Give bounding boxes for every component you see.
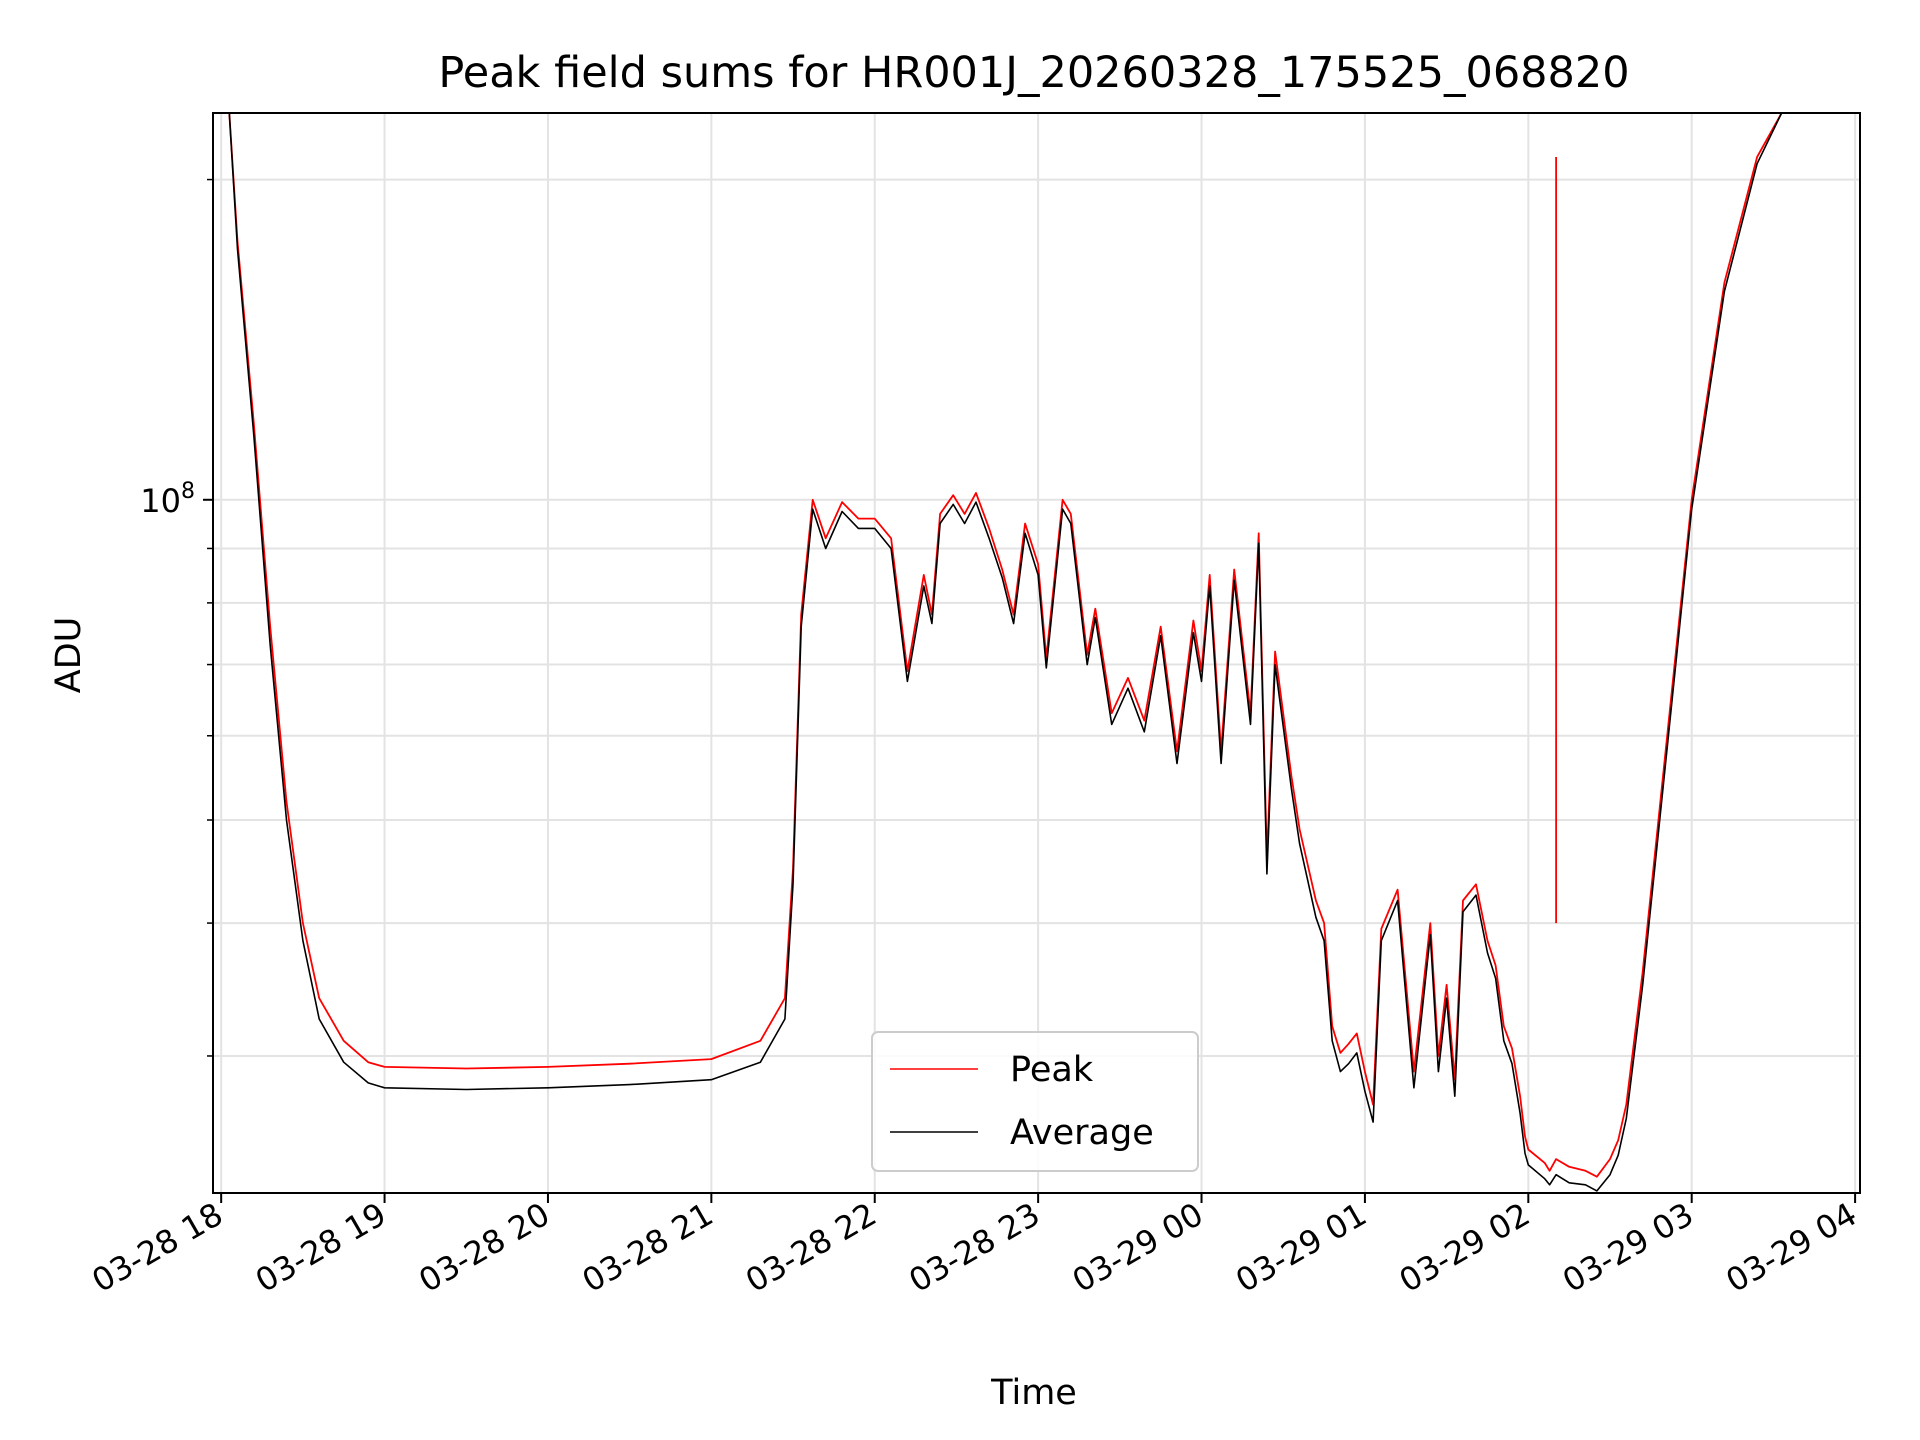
- plot-area: [213, 113, 1860, 1193]
- chart-title: Peak field sums for HR001J_20260328_1755…: [438, 48, 1629, 98]
- x-axis-label: Time: [990, 1373, 1077, 1413]
- legend-box: [871, 1031, 1199, 1172]
- legend-label-average: Average: [1010, 1113, 1154, 1153]
- y-axis: 108: [140, 178, 213, 1057]
- legend: Peak Average: [871, 1031, 1199, 1172]
- legend-label-peak: Peak: [1010, 1050, 1094, 1090]
- series-line-average: [228, 112, 1860, 1192]
- y-tick-label: 108: [140, 479, 195, 520]
- plot-frame: [212, 112, 1861, 1194]
- series-lines: [228, 112, 1860, 1192]
- y-axis-label: ADU: [49, 617, 89, 694]
